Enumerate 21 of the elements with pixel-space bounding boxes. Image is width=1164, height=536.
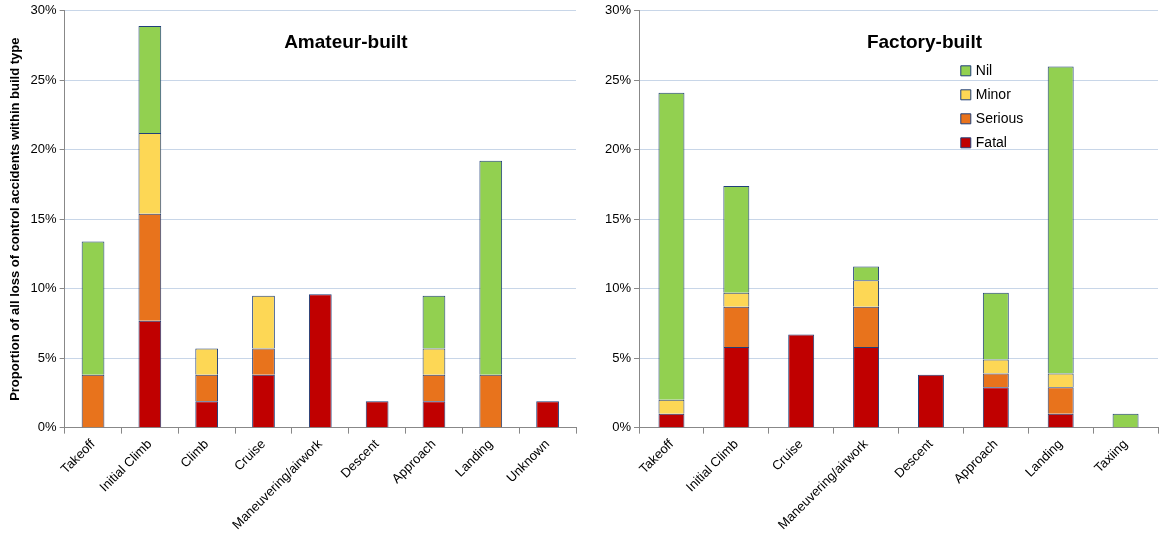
- y-tick-label: 10%: [604, 280, 632, 296]
- legend-label: Minor: [975, 85, 1012, 102]
- y-tick-label: 0%: [612, 419, 632, 435]
- y-tick-label: 5%: [37, 349, 58, 365]
- y-tick-label: 10%: [30, 280, 58, 296]
- y-tick-label: 15%: [604, 210, 632, 226]
- legend-label: Nil: [975, 61, 993, 78]
- y-tick-label: 20%: [30, 141, 58, 157]
- y-tick-label: 15%: [30, 210, 58, 226]
- y-tick-label: 25%: [30, 71, 58, 87]
- y-tick-label: 20%: [604, 141, 632, 157]
- y-tick-label: 5%: [612, 349, 632, 365]
- legend-label: Serious: [975, 109, 1024, 126]
- y-tick-label: 25%: [604, 71, 632, 87]
- y-tick-label: 30%: [604, 2, 632, 18]
- y-tick-label: 30%: [30, 2, 58, 18]
- text: Factory-built: [866, 31, 983, 53]
- text: Amateur-built: [284, 31, 409, 53]
- legend-label: Fatal: [975, 133, 1007, 150]
- y-axis-title: Proportion of all loss of control accidents within build type: [7, 37, 23, 401]
- y-tick-label: 0%: [37, 419, 58, 435]
